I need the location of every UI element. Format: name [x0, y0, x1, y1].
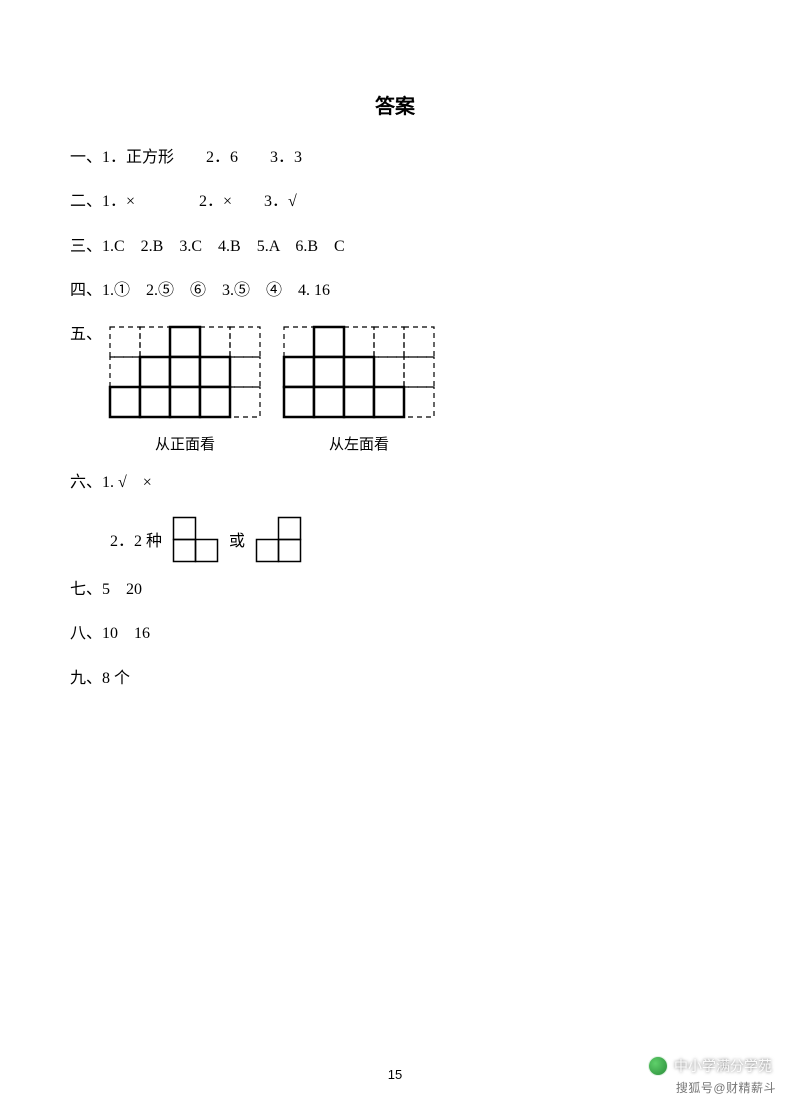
- answer-line-8: 八、10 16: [70, 623, 720, 645]
- caption-left: 从左面看: [282, 433, 436, 454]
- line-6b-prefix: 2．2 种: [110, 527, 162, 551]
- grid-front-view: [108, 325, 262, 419]
- answer-line-6a: 六、1. √ ×: [70, 472, 720, 494]
- answer-line-9: 九、8 个: [70, 668, 720, 690]
- answer-line-7: 七、5 20: [70, 579, 720, 601]
- watermark-primary: 中小学满分学苑: [648, 1056, 772, 1076]
- answer-line-2: 二、1．× 2．× 3．√: [70, 191, 720, 213]
- grid-left-block: 从左面看: [282, 325, 436, 454]
- grid-left-view: [282, 325, 436, 419]
- wechat-logo-icon: [648, 1056, 668, 1076]
- answer-section-5: 五、 从正面看 从左面看: [70, 325, 720, 454]
- answer-line-3: 三、1.C 2.B 3.C 4.B 5.A 6.B C: [70, 236, 720, 258]
- watermark-primary-text: 中小学满分学苑: [674, 1056, 772, 1076]
- answer-line-1: 一、1．正方形 2．6 3．3: [70, 147, 720, 169]
- tromino-shape-a: [172, 516, 219, 563]
- watermark-secondary: 搜狐号@财精薪斗: [676, 1079, 776, 1096]
- caption-front: 从正面看: [108, 433, 262, 454]
- tromino-shape-b: [255, 516, 302, 563]
- answer-line-4: 四、1.① 2.⑤ ⑥ 3.⑤ ④ 4. 16: [70, 280, 720, 302]
- line-6b-or: 或: [229, 527, 245, 551]
- page-title: 答案: [70, 90, 720, 119]
- grid-front-block: 从正面看: [108, 325, 262, 454]
- answer-line-6b: 2．2 种 或: [110, 516, 720, 563]
- section-5-grids: 从正面看 从左面看: [108, 325, 436, 454]
- section-5-label: 五、: [70, 325, 102, 344]
